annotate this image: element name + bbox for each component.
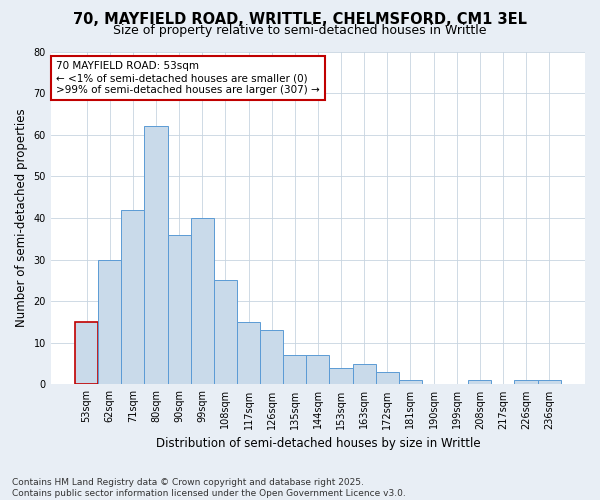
Bar (75, 322, 98, 384)
Text: Contains HM Land Registry data © Crown copyright and database right 2025.
Contai: Contains HM Land Registry data © Crown c… (12, 478, 406, 498)
Text: Size of property relative to semi-detached houses in Writtle: Size of property relative to semi-detach… (113, 24, 487, 37)
Bar (468, 380, 491, 384)
Bar (353, 364, 376, 384)
Bar (260, 330, 283, 384)
Bar (307, 356, 329, 384)
Bar (191, 218, 214, 384)
Bar (376, 372, 399, 384)
Bar (214, 280, 237, 384)
Text: 70 MAYFIELD ROAD: 53sqm
← <1% of semi-detached houses are smaller (0)
>99% of se: 70 MAYFIELD ROAD: 53sqm ← <1% of semi-de… (56, 62, 320, 94)
Bar (283, 356, 307, 384)
Bar (98, 260, 121, 384)
Bar (399, 380, 422, 384)
Bar (514, 380, 538, 384)
Bar (237, 322, 260, 384)
Bar (538, 380, 561, 384)
Bar (329, 368, 353, 384)
Y-axis label: Number of semi-detached properties: Number of semi-detached properties (15, 108, 28, 328)
Bar (167, 234, 191, 384)
X-axis label: Distribution of semi-detached houses by size in Writtle: Distribution of semi-detached houses by … (155, 437, 480, 450)
Bar (145, 126, 167, 384)
Text: 70, MAYFIELD ROAD, WRITTLE, CHELMSFORD, CM1 3EL: 70, MAYFIELD ROAD, WRITTLE, CHELMSFORD, … (73, 12, 527, 28)
Bar (121, 210, 145, 384)
